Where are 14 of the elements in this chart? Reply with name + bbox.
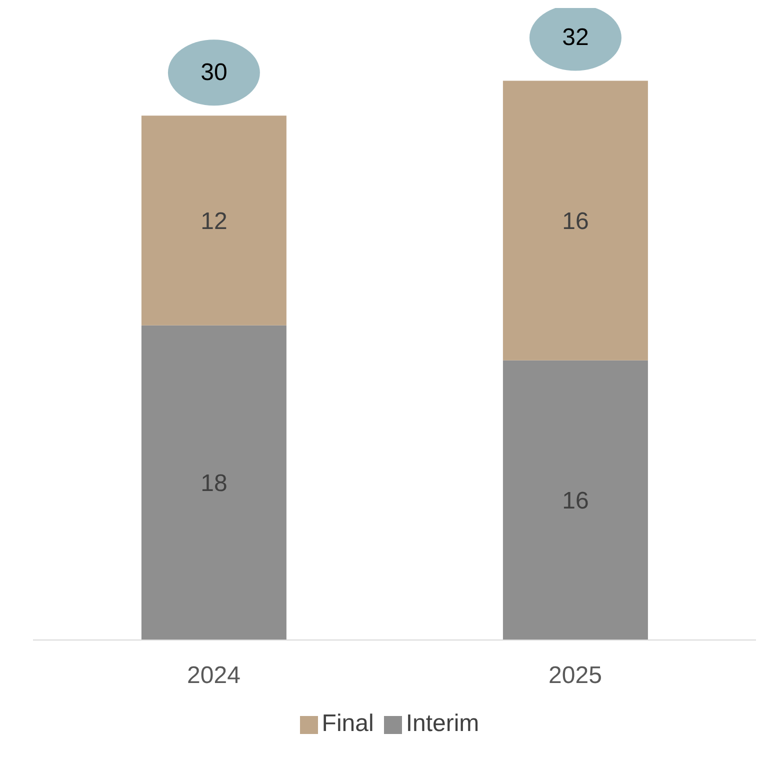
bar <box>141 116 286 326</box>
data-label: 16 <box>562 488 589 515</box>
data-label: 12 <box>200 208 228 236</box>
legend-label: Interim <box>406 710 480 737</box>
legend-label: Final <box>322 710 374 737</box>
data-label: 16 <box>562 208 589 236</box>
bar <box>141 325 286 640</box>
total-label: 32 <box>562 24 589 52</box>
x-tick-label: 2024 <box>187 662 240 690</box>
bar <box>502 360 648 640</box>
total-label: 30 <box>200 59 228 86</box>
data-label: 18 <box>200 470 228 498</box>
bar <box>502 80 648 360</box>
x-tick-label: 2025 <box>548 662 602 690</box>
